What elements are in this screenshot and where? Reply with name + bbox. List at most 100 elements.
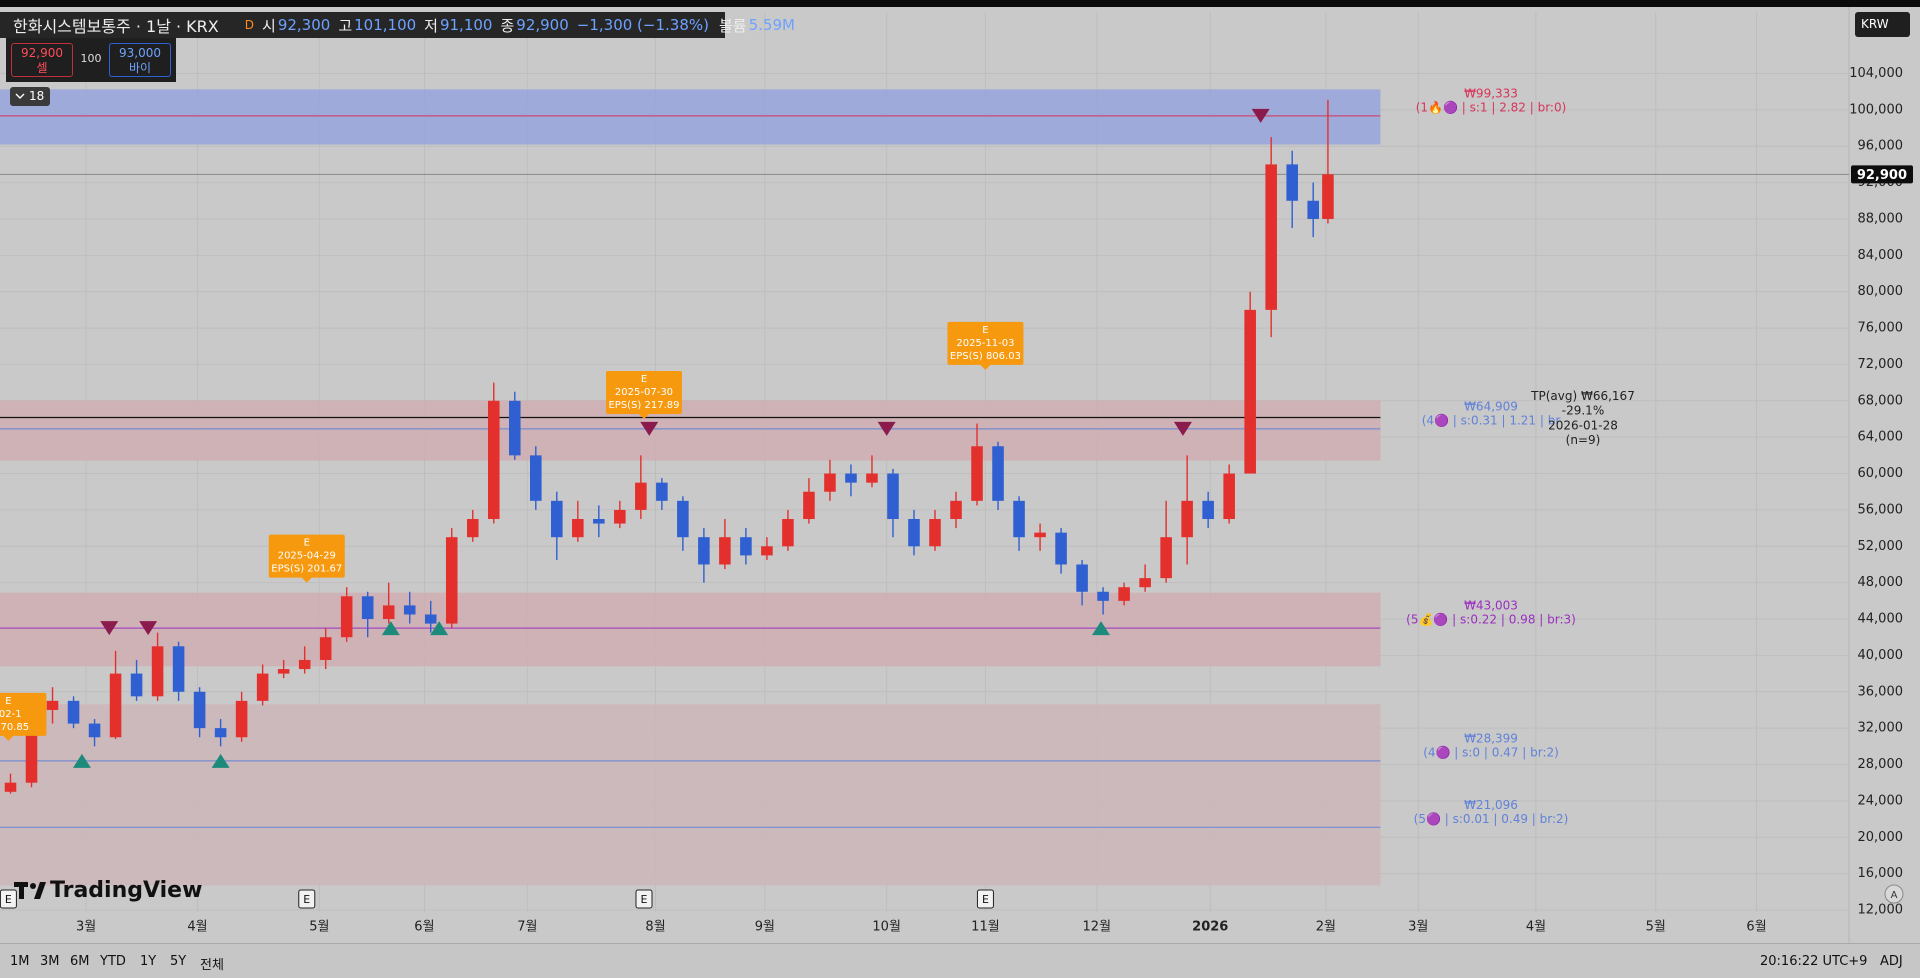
sell-marker [139, 621, 158, 636]
candle-body [1202, 500, 1214, 520]
y-tick-label: 100,000 [1849, 102, 1903, 117]
earnings-date: 2025-11-03 [956, 338, 1014, 349]
range-button[interactable]: 1M [10, 954, 30, 969]
earnings-axis-mark[interactable] [976, 889, 994, 909]
buy-label[interactable]: 바이 [128, 61, 152, 75]
clock: 20:16:22 UTC+9 [1760, 954, 1868, 969]
y-tick-label: 80,000 [1858, 284, 1904, 299]
ohlc-label: 고 [338, 16, 353, 35]
candle-body [845, 473, 857, 483]
adj-button[interactable]: ADJ [1880, 954, 1903, 969]
x-tick-label: 7월 [517, 920, 537, 935]
level-label: ₩99,333 [1464, 86, 1518, 100]
autoscale-label[interactable]: A [1891, 890, 1898, 901]
x-tick-label: 5월 [309, 920, 329, 935]
autoscale-button[interactable] [1884, 884, 1904, 904]
tp-text: -29.1% [1562, 404, 1604, 418]
level-detail: (1🔥🟣 | s:1 | 2.82 | br:0) [1416, 100, 1567, 114]
y-tick-label: 44,000 [1858, 612, 1904, 627]
x-tick-label: 6월 [1746, 920, 1766, 935]
y-tick-label: 104,000 [1849, 66, 1903, 81]
ohlc-value: 91,100 [439, 16, 493, 34]
earnings-axis-label: E [982, 893, 989, 906]
zone [0, 400, 1381, 461]
earnings-marker: E [304, 538, 310, 549]
zone [0, 89, 1381, 145]
x-tick-label: 4월 [1526, 920, 1546, 935]
candle-body [130, 673, 143, 697]
range-button[interactable]: 5Y [170, 954, 187, 969]
candle-body [445, 537, 458, 624]
earnings-pointer [2, 734, 15, 741]
range-button[interactable]: 6M [70, 954, 90, 969]
candle-body [403, 605, 416, 615]
earnings-eps: 1970.85 [0, 722, 29, 733]
zone [0, 592, 1381, 667]
y-tick-label: 28,000 [1858, 757, 1904, 772]
earnings-marker: E [982, 325, 988, 336]
candle-body [214, 728, 227, 738]
candle-body [382, 605, 395, 620]
y-tick-label: 60,000 [1858, 466, 1904, 481]
candle-body [740, 537, 752, 556]
symbol[interactable]: 한화시스템보통주 · 1날 · KRX [13, 17, 219, 36]
earnings-box [0, 692, 47, 736]
candle-body [530, 455, 542, 501]
level-label: ₩28,399 [1464, 731, 1518, 745]
candle-body [656, 482, 668, 501]
quantity[interactable]: 100 [80, 52, 102, 65]
volume-label: 볼륨 [718, 16, 747, 35]
sell-marker [877, 421, 896, 436]
y-tick-label: 36,000 [1858, 684, 1904, 699]
candle-body [1307, 200, 1319, 219]
candle-body [677, 500, 689, 538]
candle-body [424, 614, 437, 624]
range-button[interactable]: 3M [40, 954, 60, 969]
range-button[interactable]: 1Y [140, 954, 157, 969]
indicators-toggle[interactable]: 18 [10, 87, 50, 106]
sell-price[interactable]: 92,900 [21, 46, 63, 60]
bottom-toolbar: 20:16:22 UTC+9 ADJ 1M 3M 6M YTD 1Y 5Y 전체 [0, 943, 1920, 978]
candle-body [67, 700, 80, 724]
currency-button[interactable]: KRW [1855, 12, 1910, 37]
earnings-axis-label: E [303, 893, 310, 906]
candle-body [1118, 587, 1130, 601]
buy-button[interactable]: 93,000 바이 [109, 43, 171, 77]
candle-body [1055, 532, 1067, 565]
candle-body [340, 596, 353, 638]
earnings-axis-mark[interactable] [298, 889, 316, 909]
earnings-pointer [979, 363, 992, 370]
candle-body [193, 691, 206, 729]
y-tick-label: 64,000 [1858, 430, 1904, 445]
x-tick-label: 10월 [872, 920, 901, 935]
candle-body [572, 519, 584, 538]
indicators-count[interactable]: 18 [29, 89, 45, 103]
earnings-marker: E [641, 374, 647, 385]
earnings-date: 2025-04-29 [278, 551, 336, 562]
currency[interactable]: KRW [1861, 17, 1889, 31]
earnings-axis-mark[interactable] [635, 889, 653, 909]
sell-button[interactable]: 92,900 셀 [11, 43, 73, 77]
current-price-label: 92,900 [1857, 168, 1907, 183]
sell-marker [100, 621, 119, 636]
sell-label[interactable]: 셀 [36, 61, 48, 75]
earnings-axis-label: E [641, 893, 648, 906]
ohlc-value: 92,300 [277, 16, 331, 34]
current-price-tag [1851, 165, 1913, 184]
level-label: ₩21,096 [1464, 798, 1518, 812]
candle-body [25, 709, 38, 783]
candle-body [782, 519, 794, 547]
candle-body [1160, 537, 1172, 579]
earnings-axis-mark[interactable] [0, 889, 17, 909]
range-button[interactable]: YTD [100, 954, 126, 969]
candle-body [46, 700, 59, 710]
sell-marker [1173, 421, 1192, 436]
change: −1,300 (−1.38%) [576, 16, 709, 34]
range-button[interactable]: 전체 [200, 958, 224, 973]
y-tick-label: 32,000 [1858, 721, 1904, 736]
earnings-box [947, 321, 1024, 365]
ohlc-label: 시 [262, 16, 276, 35]
buy-price[interactable]: 93,000 [119, 46, 161, 60]
earnings-pointer [637, 412, 650, 419]
